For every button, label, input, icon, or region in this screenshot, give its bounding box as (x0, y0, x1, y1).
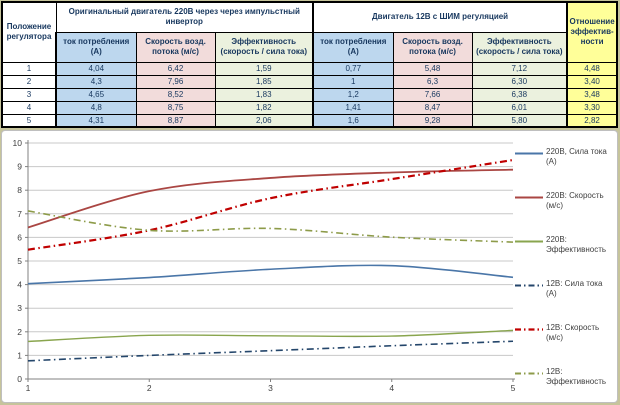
cell-efficiency-ratio[interactable]: 3,48 (566, 87, 618, 102)
subheader-220v-speed[interactable]: Скорость возд. потока (м/с) (135, 31, 216, 63)
cell-12v-speed[interactable]: 6,3 (392, 74, 473, 89)
legend-line-12v-current-icon (515, 284, 543, 287)
legend-item-220v-speed[interactable]: 220В: Скорость (м/с) (515, 191, 615, 235)
svg-text:6: 6 (17, 232, 22, 242)
cell-12v-efficiency[interactable]: 6,01 (471, 100, 568, 115)
results-table: Положение регулятора Оригинальный двигат… (1, 1, 619, 128)
cell-220v-speed[interactable]: 8,75 (135, 100, 216, 115)
cell-efficiency-ratio[interactable]: 2,82 (566, 113, 618, 128)
cell-220v-speed[interactable]: 7,96 (135, 74, 216, 89)
legend-line-12v-speed-icon (515, 328, 543, 331)
svg-text:1: 1 (26, 383, 31, 393)
legend-label: 220В: Скорость (м/с) (546, 191, 604, 211)
table-row: 3 4,65 8,52 1,83 1,2 7,66 6,38 3,48 (1, 87, 618, 102)
cell-position[interactable]: 3 (1, 87, 57, 102)
svg-text:2: 2 (147, 383, 152, 393)
legend-item-220v-efficiency[interactable]: 220В: Эффективность (515, 235, 615, 279)
subheader-12v-speed[interactable]: Скорость возд. потока (м/с) (392, 31, 473, 63)
legend-item-220v-current[interactable]: 220В, Сила тока (А) (515, 147, 615, 191)
svg-text:2: 2 (17, 327, 22, 337)
cell-position[interactable]: 4 (1, 100, 57, 115)
svg-text:10: 10 (13, 138, 23, 148)
svg-text:9: 9 (17, 162, 22, 172)
cell-220v-efficiency[interactable]: 1,82 (214, 100, 314, 115)
cell-220v-efficiency[interactable]: 2,06 (214, 113, 314, 128)
cell-220v-current[interactable]: 4,65 (55, 87, 137, 102)
legend-line-12v-efficiency-icon (515, 372, 543, 375)
cell-12v-efficiency[interactable]: 7,12 (471, 61, 568, 76)
cell-12v-current[interactable]: 1,41 (312, 100, 394, 115)
legend-line-220v-current-icon (515, 152, 543, 155)
group-header-12v[interactable]: Двигатель 12В с ШИМ регуляцией (312, 1, 568, 33)
group-header-220v[interactable]: Оригинальный двигатель 220В через через … (55, 1, 314, 33)
cell-220v-efficiency[interactable]: 1,83 (214, 87, 314, 102)
cell-12v-speed[interactable]: 7,66 (392, 87, 473, 102)
cell-12v-speed[interactable]: 5,48 (392, 61, 473, 76)
svg-text:0: 0 (17, 374, 22, 384)
cell-12v-current[interactable]: 1,2 (312, 87, 394, 102)
legend-label: 220В: Эффективность (546, 235, 607, 255)
chart-legend: 220В, Сила тока (А) 220В: Скорость (м/с)… (515, 147, 615, 405)
subheader-12v-current[interactable]: ток потребления (А) (312, 31, 394, 63)
cell-12v-efficiency[interactable]: 5,80 (471, 113, 568, 128)
cell-efficiency-ratio[interactable]: 3,40 (566, 74, 618, 89)
svg-text:3: 3 (17, 303, 22, 313)
subheader-220v-current[interactable]: ток потребления (А) (55, 31, 137, 63)
table-row: 4 4,8 8,75 1,82 1,41 8,47 6,01 3,30 (1, 100, 618, 115)
legend-line-220v-speed-icon (515, 196, 543, 199)
table-row: 5 4,31 8,87 2,06 1,6 9,28 5,80 2,82 (1, 113, 618, 128)
svg-text:4: 4 (389, 383, 394, 393)
cell-12v-speed[interactable]: 8,47 (392, 100, 473, 115)
legend-item-12v-current[interactable]: 12В: Сила тока (А) (515, 279, 615, 323)
cell-12v-efficiency[interactable]: 6,30 (471, 74, 568, 89)
cell-12v-current[interactable]: 1,6 (312, 113, 394, 128)
cell-220v-current[interactable]: 4,3 (55, 74, 137, 89)
cell-position[interactable]: 1 (1, 61, 57, 76)
cell-220v-efficiency[interactable]: 1,85 (214, 74, 314, 89)
subheader-220v-efficiency[interactable]: Эффективность (скорость / сила тока) (214, 31, 314, 63)
cell-220v-efficiency[interactable]: 1,59 (214, 61, 314, 76)
cell-12v-efficiency[interactable]: 6,38 (471, 87, 568, 102)
legend-label: 12В: Скорость (м/с) (546, 323, 600, 343)
table-row: 2 4,3 7,96 1,85 1 6,3 6,30 3,40 (1, 74, 618, 89)
cell-12v-current[interactable]: 0,77 (312, 61, 394, 76)
header-efficiency-ratio[interactable]: Отношение эффектив- ности (566, 1, 618, 63)
table-row: 1 4,04 6,42 1,59 0,77 5,48 7,12 4,48 (1, 61, 618, 76)
cell-position[interactable]: 2 (1, 74, 57, 89)
subheader-12v-efficiency[interactable]: Эффективность (скорость / сила тока) (471, 31, 568, 63)
svg-text:1: 1 (17, 350, 22, 360)
cell-220v-current[interactable]: 4,8 (55, 100, 137, 115)
svg-text:8: 8 (17, 185, 22, 195)
legend-item-12v-speed[interactable]: 12В: Скорость (м/с) (515, 323, 615, 367)
legend-label: 12В: Эффективность (546, 367, 607, 387)
svg-text:5: 5 (17, 256, 22, 266)
cell-12v-speed[interactable]: 9,28 (392, 113, 473, 128)
svg-text:4: 4 (17, 280, 22, 290)
svg-text:7: 7 (17, 209, 22, 219)
cell-220v-speed[interactable]: 8,87 (135, 113, 216, 128)
legend-label: 12В: Сила тока (А) (546, 279, 603, 299)
corner-header-regulator-position[interactable]: Положение регулятора (1, 1, 57, 63)
svg-text:3: 3 (268, 383, 273, 393)
legend-item-12v-efficiency[interactable]: 12В: Эффективность (515, 367, 615, 405)
cell-220v-current[interactable]: 4,04 (55, 61, 137, 76)
cell-efficiency-ratio[interactable]: 4,48 (566, 61, 618, 76)
cell-12v-current[interactable]: 1 (312, 74, 394, 89)
cell-220v-speed[interactable]: 6,42 (135, 61, 216, 76)
legend-label: 220В, Сила тока (А) (546, 147, 607, 167)
cell-efficiency-ratio[interactable]: 3,30 (566, 100, 618, 115)
legend-line-220v-efficiency-icon (515, 240, 543, 243)
chart[interactable]: 0 1 2 3 4 5 6 7 8 9 10 1 2 3 4 5 220В, Сила тока (А) 22… (1, 130, 618, 403)
svg-text:5: 5 (511, 383, 516, 393)
cell-220v-current[interactable]: 4,31 (55, 113, 137, 128)
cell-position[interactable]: 5 (1, 113, 57, 128)
cell-220v-speed[interactable]: 8,52 (135, 87, 216, 102)
